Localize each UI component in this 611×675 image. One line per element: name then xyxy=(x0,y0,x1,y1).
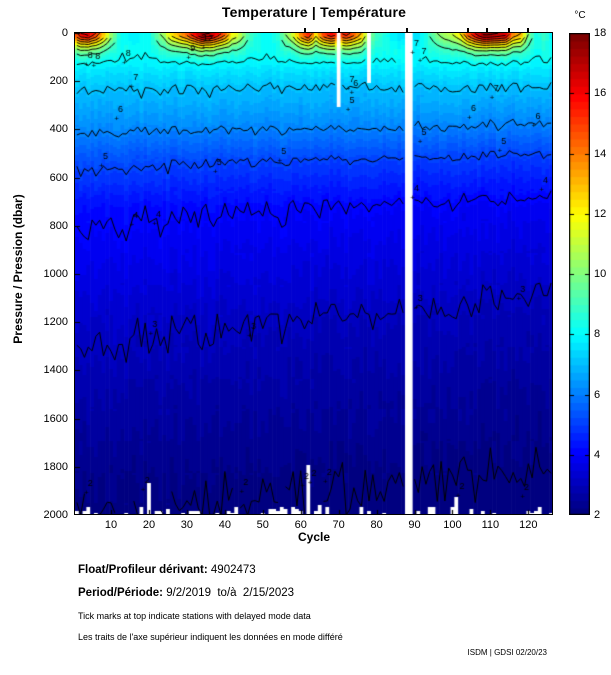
y-tick-label: 2000 xyxy=(43,509,68,521)
y-tick-label: 1400 xyxy=(43,364,68,377)
delayed-mode-tick xyxy=(527,28,530,33)
colorbar-tick-label: 18 xyxy=(594,27,607,39)
colorbar-unit-label: °C xyxy=(574,10,586,21)
x-tick-label: 50 xyxy=(256,519,269,531)
x-tick-label: 90 xyxy=(408,519,421,531)
delayed-mode-tick xyxy=(405,28,408,33)
float-id-line: Float/Profileur dérivant: 4902473 xyxy=(78,564,256,576)
y-tick-label: 600 xyxy=(49,171,68,184)
colorbar-tick-label: 8 xyxy=(594,328,601,341)
y-tick-label: 200 xyxy=(49,75,68,88)
colorbar-tick-label: 12 xyxy=(594,207,607,220)
colorbar-tick-label: 14 xyxy=(594,147,607,160)
x-tick-label: 60 xyxy=(294,519,307,531)
y-tick-label: 400 xyxy=(49,123,68,136)
colorbar xyxy=(569,33,590,515)
y-tick-label: 0 xyxy=(61,27,68,39)
colorbar-tick-label: 16 xyxy=(594,87,607,100)
y-tick-label: 1800 xyxy=(43,460,68,473)
note-french: Les traits de l'axe supérieur indiquent … xyxy=(78,632,343,642)
x-tick-label: 40 xyxy=(218,519,231,531)
x-axis-label: Cycle xyxy=(297,530,331,544)
temperature-contour-heatmap xyxy=(75,33,553,515)
note-english: Tick marks at top indicate stations with… xyxy=(78,611,311,621)
delayed-mode-tick xyxy=(508,28,511,33)
period-line: Period/Période: 9/2/2019 to/à 2/15/2023 xyxy=(78,587,294,599)
float-id-label: Float/Profileur dérivant: xyxy=(78,564,208,576)
y-tick-label: 1200 xyxy=(43,316,68,329)
y-tick-label: 1000 xyxy=(43,268,68,280)
x-tick-label: 30 xyxy=(180,519,194,531)
colorbar-tick-label: 10 xyxy=(594,268,607,280)
colorbar-tick-label: 2 xyxy=(594,509,601,521)
x-tick-label: 110 xyxy=(481,519,500,531)
x-tick-label: 80 xyxy=(370,519,383,531)
delayed-mode-tick xyxy=(466,28,469,33)
y-tick-label: 1600 xyxy=(43,412,68,425)
y-tick-label: 800 xyxy=(49,219,68,232)
colorbar-tick-label: 4 xyxy=(594,448,601,461)
delayed-mode-tick xyxy=(485,28,488,33)
plot-title: Temperature | Température xyxy=(221,4,407,20)
period-value: 9/2/2019 to/à 2/15/2023 xyxy=(163,587,295,599)
delayed-mode-tick xyxy=(303,28,306,33)
x-tick-label: 70 xyxy=(332,519,345,531)
colorbar-tick-label: 6 xyxy=(594,388,601,401)
x-tick-label: 100 xyxy=(443,519,462,531)
credit-text: ISDM | GDSI 02/20/23 xyxy=(467,648,547,657)
x-tick-label: 10 xyxy=(104,519,118,531)
float-id-value: 4902473 xyxy=(207,564,256,576)
delayed-mode-tick xyxy=(337,28,340,33)
x-tick-label: 120 xyxy=(519,519,538,531)
x-tick-label: 20 xyxy=(142,519,156,531)
period-label: Period/Période: xyxy=(78,587,163,599)
